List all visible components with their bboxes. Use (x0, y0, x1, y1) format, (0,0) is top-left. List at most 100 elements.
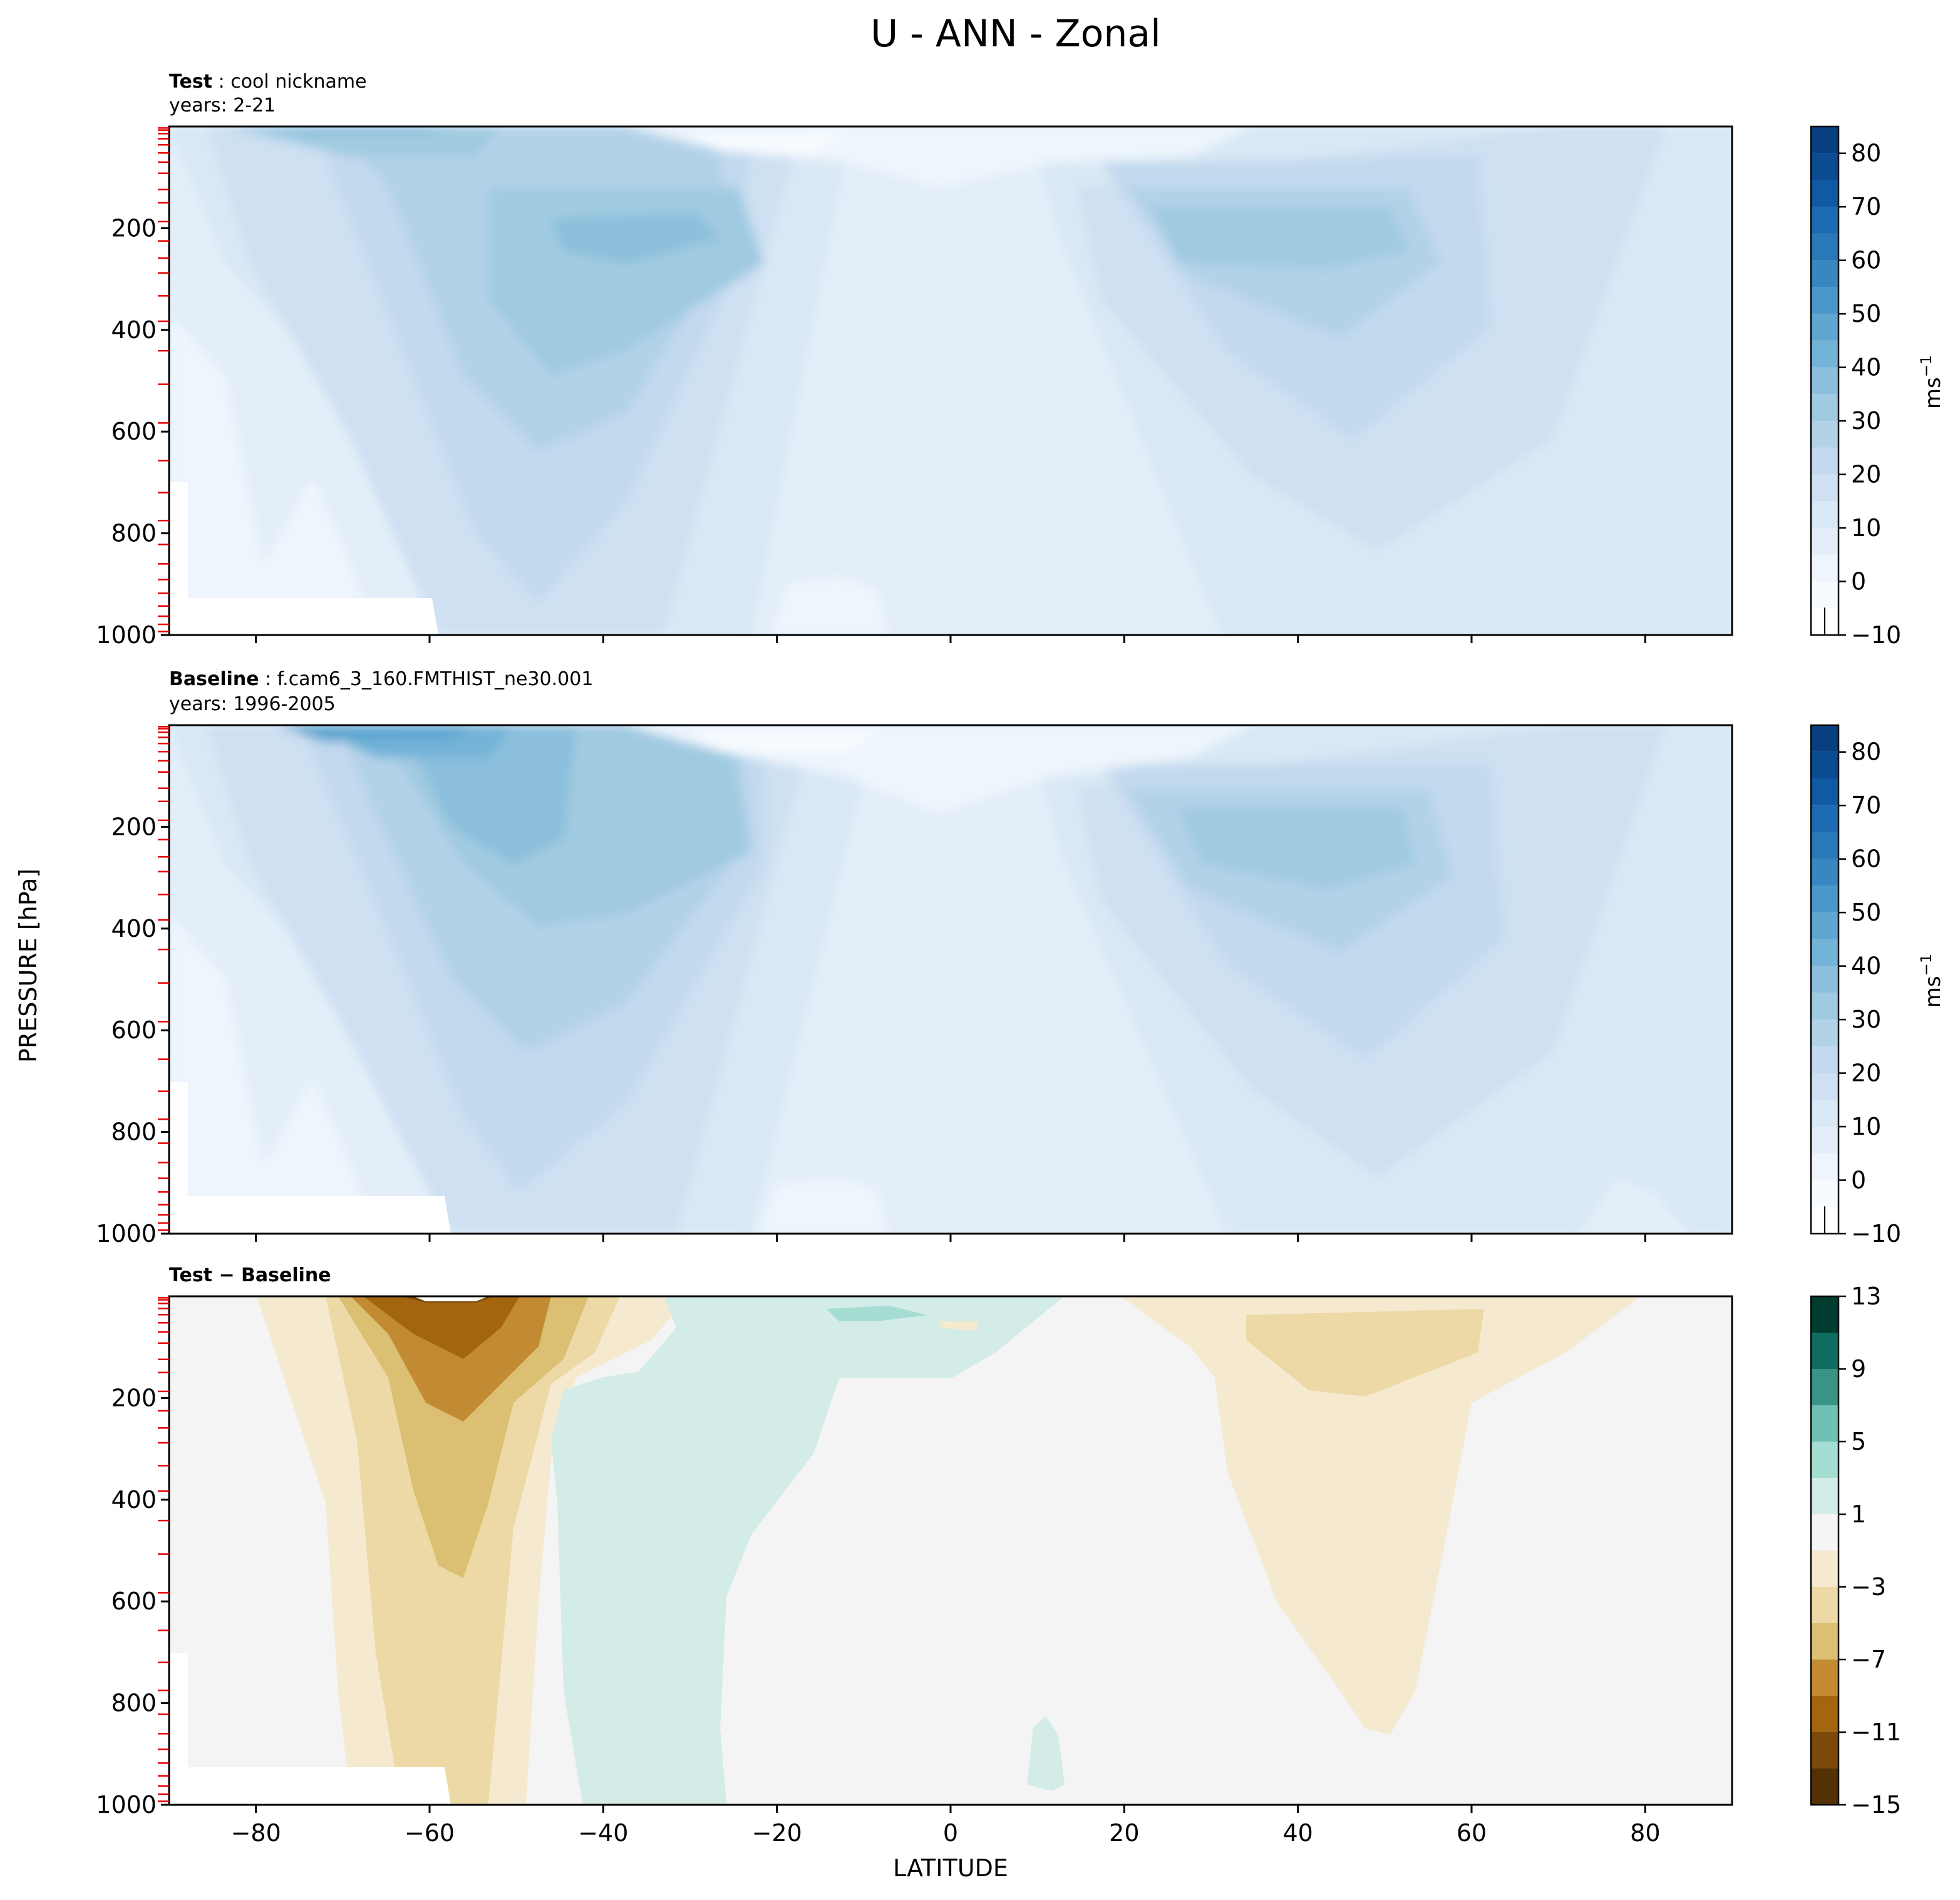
colorbar-swatch (1811, 1180, 1839, 1207)
panel-2-years: years: 1996-2005 (169, 693, 336, 715)
colorbar-swatch (1811, 1046, 1839, 1073)
colorbar-swatch (1811, 778, 1839, 806)
panel-3-tropical-surface-blip (1027, 1716, 1065, 1791)
colorbar-swatch (1811, 501, 1839, 529)
colorbar-swatch (1811, 993, 1839, 1020)
colorbar-tick-label: 5 (1851, 1428, 1866, 1455)
colorbar-swatch (1811, 474, 1839, 502)
colorbar-swatch (1811, 1153, 1839, 1180)
colorbar-swatch (1811, 180, 1839, 207)
panel-1-band-35 (551, 213, 720, 263)
colorbar-swatch (1811, 126, 1839, 153)
colorbar-swatch (1811, 939, 1839, 966)
panel-3-colorbar: −15 −11 −7 −3 1 5 9 13 (1810, 1283, 1901, 1819)
colorbar-tick-label: −10 (1851, 1220, 1901, 1247)
colorbar-swatch (1811, 287, 1839, 314)
colorbar-tick-label: 80 (1851, 738, 1881, 766)
colorbar-swatch (1811, 1768, 1839, 1805)
x-tick-label: −40 (578, 1819, 628, 1847)
colorbar-tick-label: 40 (1851, 354, 1881, 381)
colorbar-swatch (1811, 528, 1839, 555)
colorbar-swatch (1811, 421, 1839, 448)
colorbar-swatch (1811, 340, 1839, 368)
panel-1-band-upper-core (263, 126, 451, 135)
colorbar-tick-label: −10 (1851, 621, 1901, 649)
y-tick-label: 400 (111, 316, 157, 344)
panel-3-positive-core (827, 1306, 927, 1321)
panel-3-strong-negative-cap (413, 1296, 488, 1301)
panel-1-band-upper-jet (225, 126, 501, 157)
colorbar-swatch (1811, 1696, 1839, 1732)
panel-3-plot: 200 400 600 800 1000 −80 −60 −40 −20 0 20 40 60 80 (96, 1295, 1733, 1847)
colorbar-swatch (1811, 1369, 1839, 1405)
colorbar-swatch (1811, 1020, 1839, 1046)
colorbar-swatch (1811, 859, 1839, 886)
panel-1-easterly-core (689, 132, 845, 153)
y-tick-label: 200 (111, 813, 157, 840)
colorbar-tick-label: 30 (1851, 1006, 1881, 1033)
panel-2-units-base: ms (1921, 976, 1946, 1008)
colorbar-tick-label: 60 (1851, 247, 1881, 274)
colorbar-swatch (1811, 751, 1839, 779)
colorbar-tick-label: 70 (1851, 792, 1881, 819)
panel-1-tropics-surface (770, 576, 889, 635)
y-tick-label: 800 (111, 1118, 157, 1146)
panel-1-y-axis: 200 400 600 800 1000 (96, 214, 169, 649)
colorbar-tick-label: 80 (1851, 140, 1881, 167)
y-tick-label: 600 (111, 1588, 157, 1615)
colorbar-swatch (1811, 260, 1839, 287)
panel-3-label-bold: Test − Baseline (169, 1264, 331, 1286)
colorbar-swatch (1811, 1514, 1839, 1551)
colorbar-tick-label: 60 (1851, 845, 1881, 873)
colorbar-swatch (1811, 1660, 1839, 1696)
panel-2-title: Baseline : f.cam6_3_160.FMTHIST_ne30.001 (169, 668, 593, 690)
colorbar-swatch (1811, 832, 1839, 859)
panel-1-antarctic-low (169, 313, 376, 635)
colorbar-swatch (1811, 966, 1839, 993)
panel-2-units-exponent: −1 (1917, 954, 1935, 976)
colorbar-swatch (1811, 1073, 1839, 1100)
colorbar-tick-label: 50 (1851, 300, 1881, 328)
panel-1-x-axis (255, 635, 1646, 643)
colorbar-tick-label: 0 (1851, 568, 1866, 596)
panel-2-topography (169, 1082, 451, 1234)
panel-1-topography (169, 482, 438, 635)
colorbar-tick-label: −11 (1851, 1718, 1901, 1746)
colorbar-swatch (1811, 367, 1839, 395)
colorbar-swatch (1811, 233, 1839, 261)
colorbar-swatch (1811, 805, 1839, 832)
panel-1-plot: 200 400 600 800 1000 (96, 125, 1733, 649)
colorbar-swatch (1811, 1442, 1839, 1478)
colorbar-tick-label: 40 (1851, 953, 1881, 980)
colorbar-swatch (1811, 912, 1839, 939)
panel-1-label-bold: Test (169, 71, 212, 93)
panel-2-nh-polar-surface (1578, 1177, 1691, 1234)
colorbar-tick-label: 20 (1851, 1060, 1881, 1087)
panel-1-units-exponent: −1 (1917, 355, 1935, 377)
colorbar-tick-label: −15 (1851, 1791, 1901, 1819)
panel-2-band-30-nh (1177, 808, 1415, 889)
y-tick-label: 1000 (96, 621, 157, 649)
panel-3-topography (169, 1653, 451, 1805)
figure-title: U - ANN - Zonal (870, 12, 1161, 56)
panel-2-units: ms−1 (1917, 954, 1946, 1008)
panel-3-band-minus-9 (363, 1296, 520, 1359)
colorbar-tick-label: 13 (1851, 1283, 1881, 1310)
panel-2-band-45 (276, 725, 476, 742)
panel-3-positive-band (551, 1296, 1065, 1804)
panel-1-units-base: ms (1921, 377, 1946, 409)
y-tick-label: 400 (111, 915, 157, 942)
x-axis-label: LATITUDE (893, 1854, 1008, 1882)
x-tick-label: 60 (1457, 1819, 1487, 1847)
colorbar-swatch (1811, 1127, 1839, 1154)
panel-2-x-axis (255, 1234, 1646, 1242)
x-tick-label: −60 (405, 1819, 455, 1847)
panel-1-years: years: 2-21 (169, 95, 276, 116)
colorbar-frame (1810, 1295, 1840, 1806)
x-tick-label: 20 (1109, 1819, 1139, 1847)
colorbar-swatch (1811, 1551, 1839, 1587)
panel-1-title: Test : cool nickname (169, 71, 367, 93)
panel-2-band-35 (401, 725, 576, 864)
panel-1-band-30-nh (1152, 207, 1409, 269)
colorbar-swatch (1811, 885, 1839, 913)
